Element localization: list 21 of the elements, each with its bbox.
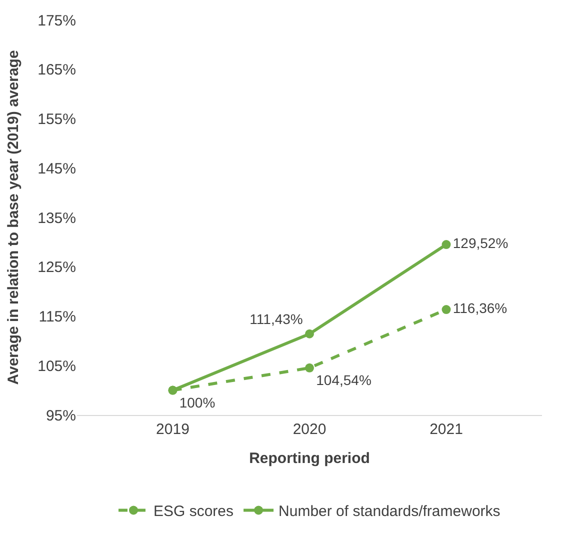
data-label: 111,43% [250,310,303,327]
y-tick-label: 115% [38,308,76,326]
x-tick-label: 2019 [156,421,190,438]
data-label: 116,36% [452,300,508,316]
y-tick-label: 165% [38,62,76,79]
legend-label: ESG scores [154,503,234,520]
x-tick-label: 2021 [430,421,463,438]
y-tick-label: 95% [46,407,76,424]
y-axis-title: Average in relation to base year (2019) average [4,50,22,385]
data-label: 129,52% [452,235,508,252]
y-tick-label: 155% [38,111,76,128]
y-tick-label: 145% [38,160,76,178]
data-label: 104,54% [316,372,372,388]
y-tick-label: 135% [38,210,76,227]
data-label: 100% [179,394,216,410]
x-tick-label: 2020 [292,421,326,438]
y-tick-label: 175% [38,12,76,30]
y-tick-label: 105% [38,358,76,375]
x-axis-title: Reporting period [249,450,370,467]
legend-label: Number of standards/frameworks [278,503,500,520]
y-tick-label: 125% [38,259,76,276]
